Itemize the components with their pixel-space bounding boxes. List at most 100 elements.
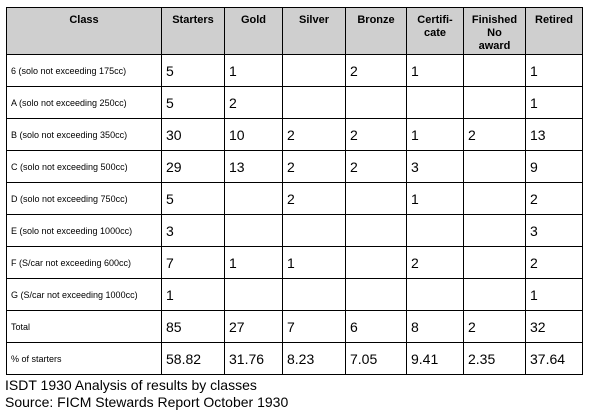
value-cell: 13	[525, 118, 583, 151]
value-cell: 31.76	[224, 342, 283, 375]
value-cell: 2.35	[463, 342, 526, 375]
table-row: C (solo not exceeding 500cc) 29 13 2 2 3 9	[6, 150, 583, 183]
class-label-cell: B (solo not exceeding 350cc)	[6, 118, 162, 151]
value-cell: 2	[406, 246, 464, 279]
column-header: Retired	[525, 7, 583, 55]
table-row: B (solo not exceeding 350cc) 30 10 2 2 1 2 13	[6, 118, 583, 151]
value-cell: 5	[161, 182, 225, 215]
value-cell: 2	[282, 150, 346, 183]
value-cell: 37.64	[525, 342, 583, 375]
value-cell: 58.82	[161, 342, 225, 375]
caption-title: ISDT 1930 Analysis of results by classes	[5, 377, 257, 393]
value-cell: 2	[224, 86, 283, 119]
value-cell: 2	[463, 310, 526, 343]
value-cell: 30	[161, 118, 225, 151]
value-cell: 29	[161, 150, 225, 183]
value-cell: 1	[525, 54, 583, 87]
value-cell	[282, 86, 346, 119]
class-label-cell: C (solo not exceeding 500cc)	[6, 150, 162, 183]
value-cell: 9.41	[406, 342, 464, 375]
class-label-cell: F (S/car not exceeding 600cc)	[6, 246, 162, 279]
column-header: Silver	[282, 7, 346, 55]
column-header: Certifi- cate	[406, 7, 464, 55]
value-cell: 1	[282, 246, 346, 279]
value-cell: 2	[525, 246, 583, 279]
table-row: Total 85 27 7 6 8 2 32	[6, 310, 583, 343]
value-cell: 5	[161, 54, 225, 87]
value-cell: 2	[345, 118, 407, 151]
value-cell	[406, 214, 464, 247]
value-cell: 8	[406, 310, 464, 343]
class-label-cell: G (S/car not exceeding 1000cc)	[6, 278, 162, 311]
table-row: % of starters 58.82 31.76 8.23 7.05 9.41 2.35 3…	[6, 342, 583, 375]
value-cell	[463, 278, 526, 311]
header-row: Class Starters Gold Silver Bronze Certifi- ca…	[6, 7, 583, 55]
value-cell: 2	[282, 182, 346, 215]
class-label-cell: % of starters	[6, 342, 162, 375]
table-row: D (solo not exceeding 750cc) 5 2 1 2	[6, 182, 583, 215]
value-cell: 3	[525, 214, 583, 247]
class-label-cell: Total	[6, 310, 162, 343]
value-cell	[224, 278, 283, 311]
column-header: Starters	[161, 7, 225, 55]
value-cell	[463, 150, 526, 183]
value-cell	[282, 278, 346, 311]
value-cell	[463, 54, 526, 87]
value-cell	[463, 86, 526, 119]
caption: ISDT 1930 Analysis of results by classes…	[5, 377, 288, 411]
class-label-cell: D (solo not exceeding 750cc)	[6, 182, 162, 215]
value-cell: 1	[525, 86, 583, 119]
value-cell	[463, 182, 526, 215]
value-cell: 2	[345, 150, 407, 183]
value-cell	[345, 182, 407, 215]
table-row: E (solo not exceeding 1000cc) 3 3	[6, 214, 583, 247]
table-row: 6 (solo not exceeding 175cc) 5 1 2 1 1	[6, 54, 583, 87]
column-header: Class	[6, 7, 162, 55]
value-cell: 3	[406, 150, 464, 183]
caption-source: Source: FICM Stewards Report October 193…	[5, 394, 289, 410]
table-row: F (S/car not exceeding 600cc) 7 1 1 2 2	[6, 246, 583, 279]
value-cell	[345, 86, 407, 119]
column-header: Bronze	[345, 7, 407, 55]
column-header: Finished No award	[463, 7, 526, 55]
table-row: G (S/car not exceeding 1000cc) 1 1	[6, 278, 583, 311]
value-cell: 7	[161, 246, 225, 279]
value-cell: 6	[345, 310, 407, 343]
table-row: A (solo not exceeding 250cc) 5 2 1	[6, 86, 583, 119]
value-cell: 32	[525, 310, 583, 343]
value-cell: 1	[224, 246, 283, 279]
value-cell	[345, 246, 407, 279]
value-cell	[463, 246, 526, 279]
value-cell	[224, 214, 283, 247]
value-cell: 1	[224, 54, 283, 87]
value-cell: 1	[161, 278, 225, 311]
value-cell	[224, 182, 283, 215]
value-cell: 5	[161, 86, 225, 119]
class-label-cell: E (solo not exceeding 1000cc)	[6, 214, 162, 247]
value-cell: 2	[282, 118, 346, 151]
value-cell	[282, 54, 346, 87]
class-label-cell: 6 (solo not exceeding 175cc)	[6, 54, 162, 87]
value-cell: 7.05	[345, 342, 407, 375]
value-cell: 9	[525, 150, 583, 183]
value-cell: 1	[525, 278, 583, 311]
value-cell: 27	[224, 310, 283, 343]
value-cell	[406, 278, 464, 311]
value-cell: 3	[161, 214, 225, 247]
value-cell	[345, 214, 407, 247]
value-cell	[282, 214, 346, 247]
results-table: Class Starters Gold Silver Bronze Certifi- ca…	[6, 7, 583, 375]
value-cell: 2	[345, 54, 407, 87]
value-cell: 8.23	[282, 342, 346, 375]
table-body: 6 (solo not exceeding 175cc) 5 1 2 1 1 A (solo…	[6, 54, 583, 375]
value-cell	[406, 86, 464, 119]
value-cell: 2	[525, 182, 583, 215]
value-cell: 10	[224, 118, 283, 151]
column-header: Gold	[224, 7, 283, 55]
value-cell	[463, 214, 526, 247]
value-cell: 2	[463, 118, 526, 151]
value-cell	[345, 278, 407, 311]
value-cell: 1	[406, 54, 464, 87]
value-cell: 1	[406, 118, 464, 151]
